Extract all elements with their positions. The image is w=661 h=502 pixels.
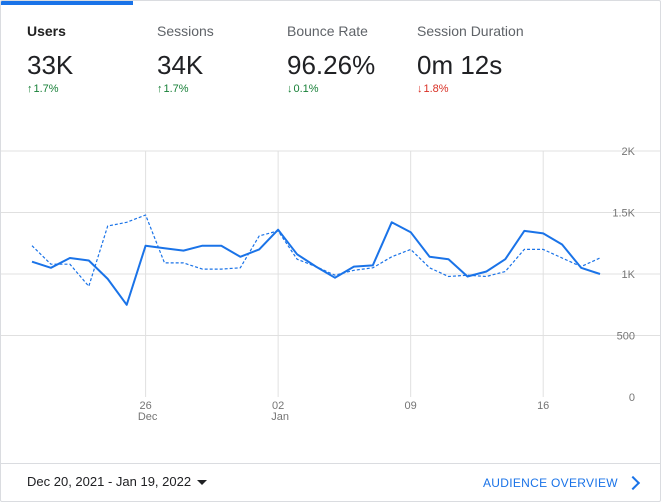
metric-value: 34K bbox=[157, 50, 204, 80]
x-tick-label: 16 bbox=[537, 400, 549, 412]
active-tab-indicator bbox=[1, 1, 133, 5]
y-tick-label: 2K bbox=[622, 146, 636, 158]
metric-tabs: Users 33K ↑1.7% Sessions 34K ↑1.7% Bounc… bbox=[1, 1, 660, 111]
comparison-series-line bbox=[31, 214, 601, 287]
y-tick-label: 500 bbox=[617, 331, 635, 343]
metric-tab-sessions[interactable]: Sessions 34K ↑1.7% bbox=[157, 1, 287, 111]
metric-change-value: 1.8% bbox=[423, 83, 449, 95]
x-tick-label: 09 bbox=[405, 400, 417, 412]
metric-change: ↓0.1% bbox=[287, 83, 319, 95]
audience-overview-link[interactable]: AUDIENCE OVERVIEW bbox=[483, 476, 618, 490]
metric-change: ↓1.8% bbox=[417, 83, 449, 95]
metric-label: Sessions bbox=[157, 23, 214, 39]
metric-label: Bounce Rate bbox=[287, 23, 368, 39]
chevron-right-icon[interactable] bbox=[625, 475, 641, 491]
metric-value: 0m 12s bbox=[417, 50, 503, 80]
metric-tab-bounce-rate[interactable]: Bounce Rate 96.26% ↓0.1% bbox=[287, 1, 417, 111]
arrow-up-icon: ↑ bbox=[27, 83, 33, 95]
metric-label: Users bbox=[27, 23, 66, 39]
arrow-up-icon: ↑ bbox=[157, 83, 163, 95]
users-series-line bbox=[31, 221, 601, 306]
date-range-selector[interactable]: Dec 20, 2021 - Jan 19, 2022 bbox=[27, 474, 208, 489]
metric-value: 96.26% bbox=[287, 50, 376, 80]
metric-change: ↑1.7% bbox=[27, 83, 59, 95]
x-tick-label: 26 bbox=[139, 400, 151, 412]
caret-down-icon bbox=[197, 480, 208, 486]
x-tick-label: 02 bbox=[272, 400, 284, 412]
line-chart: 0 500 1K 1.5K 2K 26 Dec 02 Jan 09 16 bbox=[1, 131, 660, 431]
card-footer: Dec 20, 2021 - Jan 19, 2022 AUDIENCE OVE… bbox=[1, 463, 660, 501]
metric-tab-session-duration[interactable]: Session Duration 0m 12s ↓1.8% bbox=[417, 1, 577, 111]
metric-change-value: 1.7% bbox=[163, 83, 189, 95]
date-range-label: Dec 20, 2021 - Jan 19, 2022 bbox=[27, 474, 192, 489]
x-tick-month-label: Jan bbox=[271, 411, 289, 423]
x-tick-month-label: Dec bbox=[138, 411, 158, 423]
metric-value: 33K bbox=[27, 50, 74, 80]
metric-label: Session Duration bbox=[417, 23, 524, 39]
y-tick-label: 1K bbox=[622, 269, 636, 281]
metric-change: ↑1.7% bbox=[157, 83, 189, 95]
y-tick-label: 0 bbox=[629, 392, 635, 404]
metric-change-value: 1.7% bbox=[33, 83, 59, 95]
arrow-down-icon: ↓ bbox=[287, 83, 293, 95]
metric-tab-users[interactable]: Users 33K ↑1.7% bbox=[27, 1, 157, 111]
arrow-down-icon: ↓ bbox=[417, 83, 423, 95]
y-tick-label: 1.5K bbox=[612, 208, 635, 220]
metric-change-value: 0.1% bbox=[293, 83, 319, 95]
